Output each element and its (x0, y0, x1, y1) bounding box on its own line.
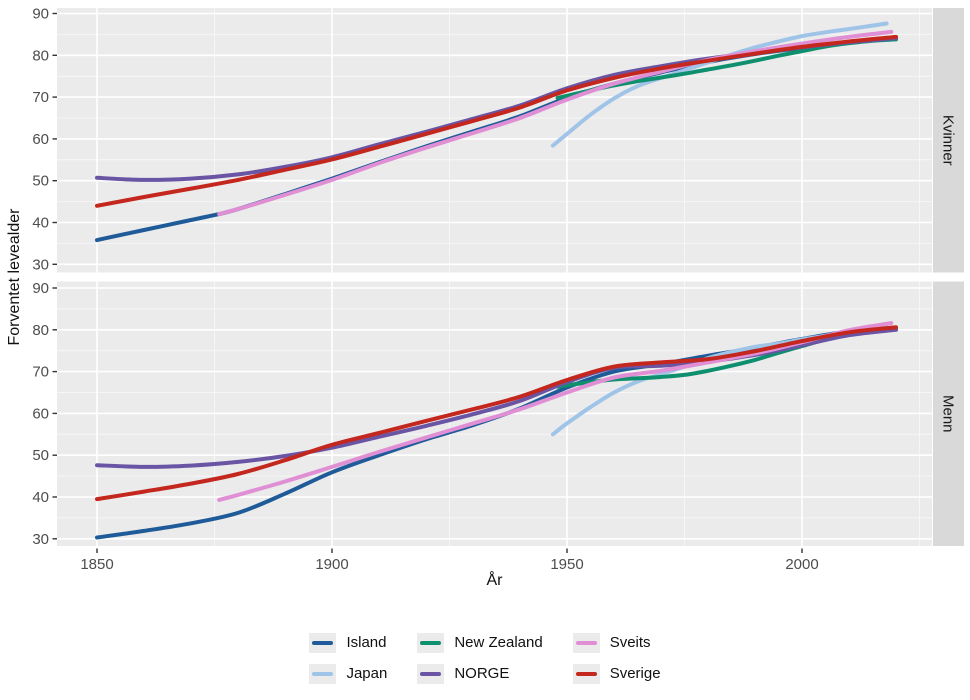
plot-area: 30 40 50 60 70 80 90 Kvinner 30 40 50 60 70 80 90 Menn 1… (32, 6, 964, 573)
facet-strip-kvinner (933, 8, 964, 273)
legend-line-swatch (575, 671, 597, 676)
legend-key (417, 663, 445, 684)
y-tick-label: 50 (32, 447, 49, 464)
legend-label: Japan (346, 665, 388, 682)
legend-key (572, 663, 600, 684)
y-tick-label: 30 (32, 256, 49, 273)
y-tick-label: 50 (32, 173, 49, 190)
y-tick-label: 90 (32, 280, 49, 297)
y-tick-label: 80 (32, 322, 49, 339)
series-line-sveits-kvinner (217, 29, 894, 217)
legend-line-swatch (312, 640, 334, 645)
legend-item-new-zealand: New Zealand (417, 632, 543, 653)
facet-strip-label-menn: Menn (940, 395, 957, 433)
legend-key (572, 632, 600, 653)
series-line-sverige-kvinner (95, 34, 898, 208)
y-tick-label: 80 (32, 47, 49, 64)
legend-line-swatch (420, 671, 442, 676)
legend-grid: Island Japan New Zealand NORGE Sveits Sverige (309, 632, 661, 684)
y-tick-label: 90 (32, 6, 49, 23)
y-tick-label: 40 (32, 489, 49, 506)
legend-label: NORGE (454, 665, 510, 682)
legend-label: New Zealand (454, 634, 543, 651)
legend-item-sverige: Sverige (572, 663, 661, 684)
facet-strip-label-kvinner: Kvinner (940, 115, 957, 166)
legend: Island Japan New Zealand NORGE Sveits Sverige (0, 618, 970, 698)
x-tick-label: 1850 (80, 556, 113, 573)
x-tick-label: 1900 (315, 556, 348, 573)
legend-line-swatch (420, 640, 442, 645)
y-tick-label: 40 (32, 215, 49, 232)
legend-line-swatch (312, 671, 334, 676)
legend-item-sveits: Sveits (572, 632, 661, 653)
x-axis-title: År (486, 572, 503, 589)
y-tick-label: 30 (32, 531, 49, 548)
y-axis-title: Forventet levealder (6, 208, 23, 346)
y-tick-label: 70 (32, 364, 49, 381)
y-tick-label: 70 (32, 89, 49, 106)
legend-item-japan: Japan (309, 663, 388, 684)
legend-key (309, 663, 337, 684)
legend-key (309, 632, 337, 653)
x-tick-label: 1950 (550, 556, 583, 573)
y-tick-label: 60 (32, 405, 49, 422)
legend-item-norge: NORGE (417, 663, 542, 684)
legend-label: Island (346, 634, 387, 651)
legend-item-island: Island (309, 632, 387, 653)
x-tick-label: 2000 (785, 556, 818, 573)
legend-key (417, 632, 445, 653)
legend-label: Sverige (609, 665, 661, 682)
legend-line-swatch (575, 640, 597, 645)
facet-panel-kvinner (57, 8, 932, 273)
series-line-sverige-menn (95, 325, 898, 502)
facet-strip-menn (933, 281, 964, 546)
legend-label: Sveits (609, 634, 651, 651)
y-tick-label: 60 (32, 131, 49, 148)
